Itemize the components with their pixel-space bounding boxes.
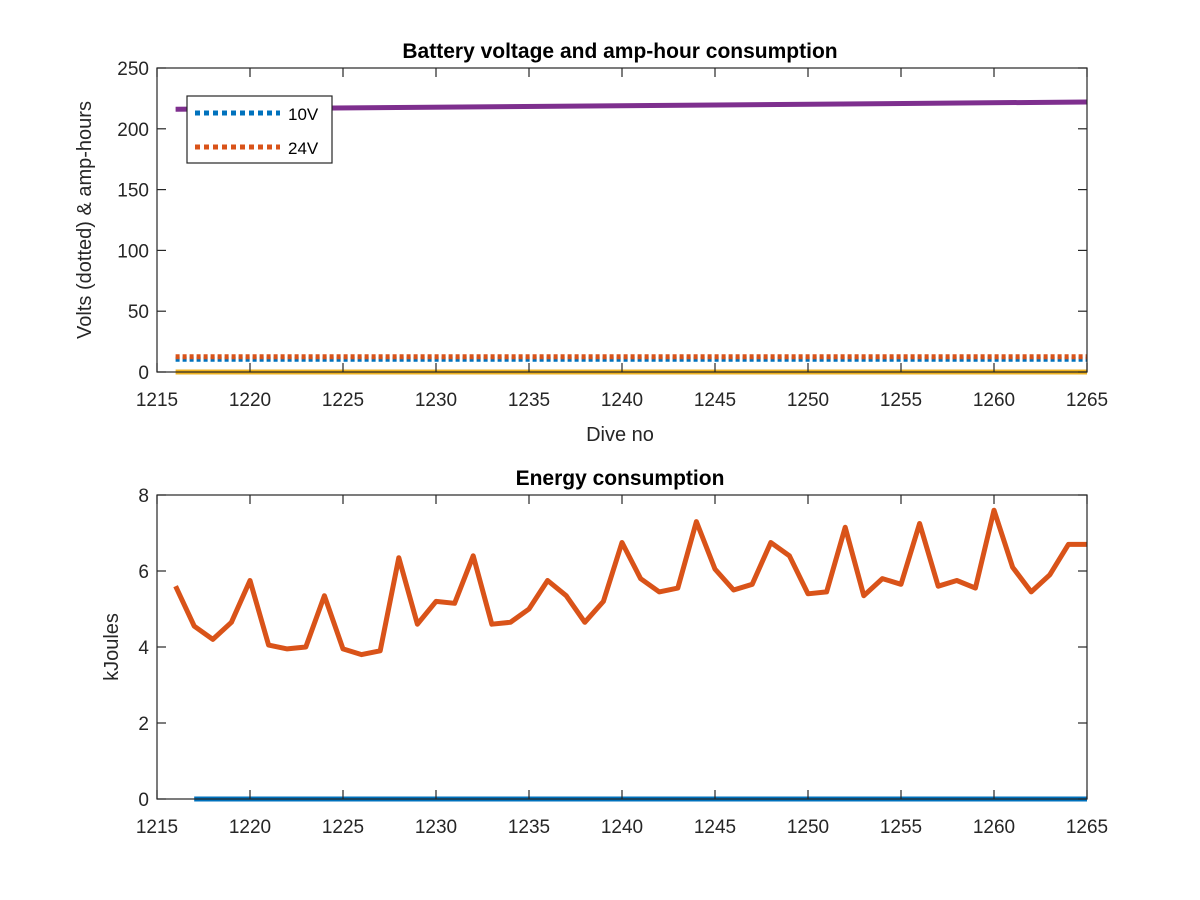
legend-label-10v: 10V (288, 105, 319, 124)
chart-title: Battery voltage and amp-hour consumption (402, 40, 837, 63)
subplot-energy-consumption: Energy consumption 1215 1220 1225 1230 1235 1… (101, 467, 1108, 838)
x-tick-label: 1235 (508, 390, 550, 411)
y-tick-label: 250 (117, 59, 149, 80)
subplot-battery-voltage: Battery voltage and amp-hour consumption… (74, 40, 1108, 446)
x-tick-label: 1220 (229, 817, 271, 838)
legend: 10V 24V (186, 95, 333, 164)
chart-title: Energy consumption (516, 467, 725, 490)
y-tick-label: 2 (138, 714, 149, 735)
y-tick-label: 8 (138, 486, 149, 507)
x-tick-label: 1265 (1066, 817, 1108, 838)
y-tick-label: 0 (138, 363, 149, 384)
x-tick-label: 1240 (601, 390, 643, 411)
y-tick-label: 0 (138, 790, 149, 811)
legend-box (186, 95, 333, 164)
x-tick-label: 1245 (694, 817, 736, 838)
x-tick-label: 1215 (136, 817, 178, 838)
x-tick-label: 1260 (973, 390, 1015, 411)
y-tick-label: 150 (117, 181, 149, 202)
x-tick-label: 1250 (787, 817, 829, 838)
x-tick-label: 1225 (322, 390, 364, 411)
x-tick-label: 1215 (136, 390, 178, 411)
x-tick-label: 1255 (880, 817, 922, 838)
x-tick-label: 1245 (694, 390, 736, 411)
x-tick-label: 1260 (973, 817, 1015, 838)
y-tick-label: 4 (138, 638, 149, 659)
y-axis-label: kJoules (101, 613, 123, 681)
x-axis-label: Dive no (586, 424, 654, 446)
x-tick-label: 1225 (322, 817, 364, 838)
x-tick-label: 1230 (415, 390, 457, 411)
x-tick-label: 1235 (508, 817, 550, 838)
x-tick-label: 1240 (601, 817, 643, 838)
y-tick-label: 50 (128, 302, 149, 323)
x-tick-label: 1265 (1066, 390, 1108, 411)
y-tick-label: 6 (138, 562, 149, 583)
legend-label-24v: 24V (288, 139, 319, 158)
x-tick-label: 1220 (229, 390, 271, 411)
y-axis-label: Volts (dotted) & amp-hours (74, 101, 96, 339)
x-tick-label: 1255 (880, 390, 922, 411)
y-tick-label: 200 (117, 120, 149, 141)
series-line-1 (173, 507, 1087, 658)
tick-group: 1215 1220 1225 1230 1235 1240 1245 1250 1255 1260… (136, 486, 1108, 838)
x-tick-label: 1250 (787, 390, 829, 411)
tick-group: 1215 1220 1225 1230 1235 1240 1245 1250 1255 1260… (117, 59, 1108, 411)
x-tick-label: 1230 (415, 817, 457, 838)
y-tick-label: 100 (117, 241, 149, 262)
